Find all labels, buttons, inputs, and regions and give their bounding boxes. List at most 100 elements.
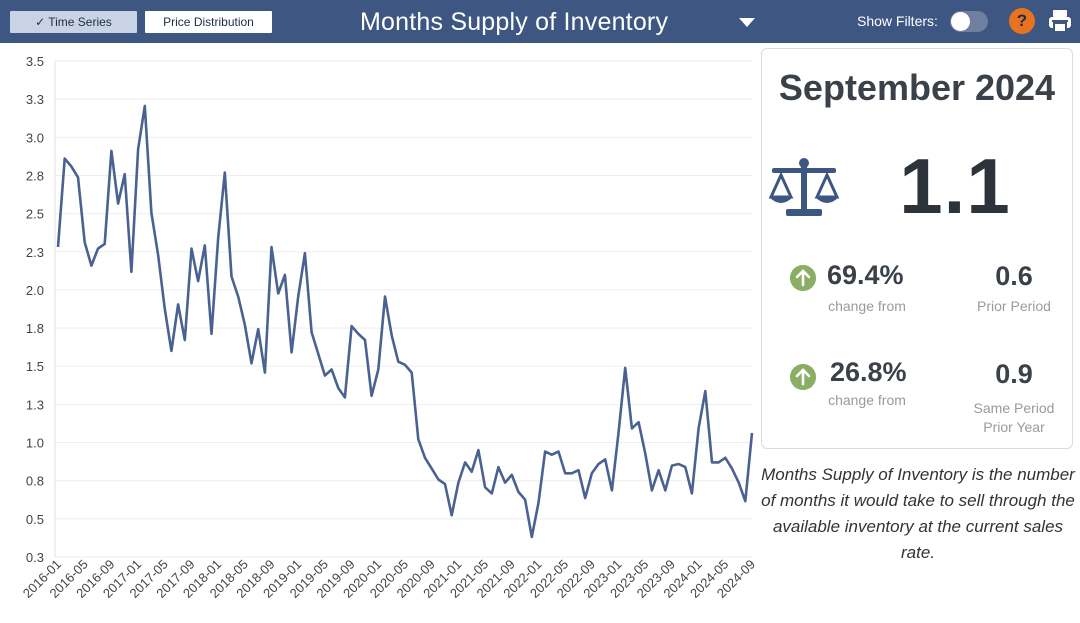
data-point xyxy=(284,274,286,276)
data-point xyxy=(84,241,86,243)
data-point xyxy=(657,469,659,471)
metric-select[interactable]: Months Supply of Inventory xyxy=(340,5,770,39)
y-tick-label: 3.5 xyxy=(26,54,44,69)
data-point xyxy=(431,467,433,469)
data-point xyxy=(417,438,419,440)
prior-period-caption: Prior Period xyxy=(977,298,1051,314)
data-point xyxy=(57,246,59,248)
data-point xyxy=(97,247,99,249)
data-point xyxy=(677,463,679,465)
data-point xyxy=(304,252,306,254)
data-point xyxy=(738,481,740,483)
data-point xyxy=(90,264,92,266)
data-point xyxy=(744,500,746,502)
data-point xyxy=(370,395,372,397)
data-point xyxy=(344,396,346,398)
data-point xyxy=(197,280,199,282)
data-point xyxy=(244,323,246,325)
data-point xyxy=(270,246,272,248)
data-point xyxy=(457,481,459,483)
data-point xyxy=(170,350,172,352)
data-point xyxy=(277,292,279,294)
check-icon: ✓ xyxy=(35,15,46,29)
data-point xyxy=(411,371,413,373)
same-period-prior-year-value: 0.9 xyxy=(995,359,1033,389)
data-point xyxy=(731,467,733,469)
show-filters-toggle[interactable] xyxy=(950,11,988,32)
y-tick-label: 1.8 xyxy=(26,321,44,336)
data-point xyxy=(577,469,579,471)
data-point xyxy=(597,463,599,465)
data-point xyxy=(537,502,539,504)
scale-icon xyxy=(768,158,840,216)
same-period-prior-year-caption-2: Prior Year xyxy=(983,419,1045,435)
data-point xyxy=(664,489,666,491)
series-line xyxy=(56,104,754,539)
data-point xyxy=(531,536,533,538)
change-prior-year-pct: 26.8% xyxy=(830,357,907,387)
change-prior-year-sub: change from xyxy=(828,392,906,408)
chevron-down-icon xyxy=(739,18,755,27)
y-tick-label: 2.0 xyxy=(26,283,44,298)
data-point xyxy=(177,303,179,305)
data-point xyxy=(511,474,513,476)
data-point xyxy=(711,461,713,463)
tab-price-distribution-label: Price Distribution xyxy=(163,15,254,29)
data-point xyxy=(104,243,106,245)
data-point xyxy=(477,449,479,451)
tab-time-series[interactable]: ✓ Time Series xyxy=(10,11,137,33)
data-point xyxy=(491,492,493,494)
data-point xyxy=(290,351,292,353)
data-point xyxy=(671,464,673,466)
data-point xyxy=(631,427,633,429)
data-point xyxy=(637,421,639,423)
data-point xyxy=(150,212,152,214)
y-tick-label: 2.3 xyxy=(26,245,44,260)
data-point xyxy=(384,295,386,297)
y-tick-label: 0.5 xyxy=(26,512,44,527)
data-point xyxy=(617,432,619,434)
data-point xyxy=(310,331,312,333)
data-point xyxy=(571,472,573,474)
data-point xyxy=(464,461,466,463)
data-point xyxy=(210,333,212,335)
y-tick-label: 0.3 xyxy=(26,550,44,565)
data-point xyxy=(697,427,699,429)
data-point xyxy=(184,339,186,341)
data-point xyxy=(717,461,719,463)
data-point xyxy=(330,368,332,370)
data-point xyxy=(237,295,239,297)
period-label: September 2024 xyxy=(778,67,1056,108)
data-point xyxy=(377,368,379,370)
data-point xyxy=(557,450,559,452)
help-icon[interactable]: ? xyxy=(1009,8,1035,34)
data-point xyxy=(504,481,506,483)
data-point xyxy=(524,498,526,500)
data-point xyxy=(397,361,399,363)
y-tick-label: 2.8 xyxy=(26,168,44,183)
tab-price-distribution[interactable]: Price Distribution xyxy=(145,11,272,33)
stat-card: September 2024 1.1 69.4% change from 0.6… xyxy=(761,48,1073,449)
data-point xyxy=(517,491,519,493)
data-point xyxy=(437,478,439,480)
metric-description: Months Supply of Inventory is the number… xyxy=(761,465,1075,562)
printer-icon[interactable] xyxy=(1046,7,1074,35)
data-point xyxy=(584,497,586,499)
data-point xyxy=(691,492,693,494)
data-point xyxy=(110,150,112,152)
data-point xyxy=(224,171,226,173)
data-point xyxy=(451,514,453,516)
data-point xyxy=(544,450,546,452)
data-point xyxy=(257,328,259,330)
y-tick-label: 1.3 xyxy=(26,397,44,412)
y-tick-label: 0.8 xyxy=(26,474,44,489)
data-point xyxy=(724,457,726,459)
data-point xyxy=(704,390,706,392)
data-point xyxy=(364,339,366,341)
data-point xyxy=(204,244,206,246)
data-point xyxy=(357,333,359,335)
arrow-up-icon xyxy=(790,364,816,390)
data-point xyxy=(124,173,126,175)
change-prior-period-sub: change from xyxy=(828,298,906,314)
data-point xyxy=(651,489,653,491)
